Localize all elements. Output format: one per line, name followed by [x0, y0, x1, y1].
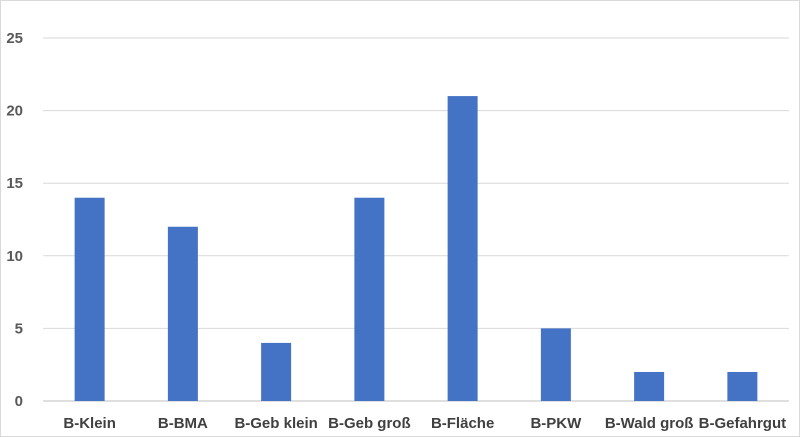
bar-b-fläche: [447, 96, 478, 401]
y-tick-label: 25: [6, 30, 23, 47]
bar-b-pkw: [540, 328, 571, 401]
x-category-label: B-Geb klein: [234, 415, 317, 432]
x-category-label: B-Fläche: [431, 415, 494, 432]
y-tick-label: 5: [15, 320, 23, 337]
x-category-label: B-Geb groß: [328, 415, 411, 432]
bar-b-gefahrgut: [727, 371, 758, 401]
x-category-label: B-Wald groß: [605, 415, 694, 432]
y-tick-label: 15: [6, 175, 23, 192]
x-category-label: B-PKW: [530, 415, 582, 432]
x-category-label: B-Gefahrgut: [699, 415, 787, 432]
x-category-label: B-BMA: [158, 415, 208, 432]
bar-b-wald-groß: [634, 371, 665, 401]
y-tick-label: 0: [15, 393, 23, 410]
x-category-label: B-Klein: [63, 415, 116, 432]
gridlines: [43, 37, 789, 402]
bar-b-geb-klein: [261, 342, 292, 401]
x-axis-labels: B-Klein B-BMA B-Geb klein B-Geb groß B-Fläch…: [63, 415, 786, 432]
y-tick-label: 10: [6, 248, 23, 265]
bars: [74, 96, 758, 401]
bar-b-klein: [74, 197, 105, 401]
bar-b-geb-groß: [354, 197, 385, 401]
bar-b-bma: [167, 226, 198, 401]
y-tick-label: 20: [6, 103, 23, 120]
y-axis-ticks: 0 5 10 15 20 25: [6, 30, 23, 410]
